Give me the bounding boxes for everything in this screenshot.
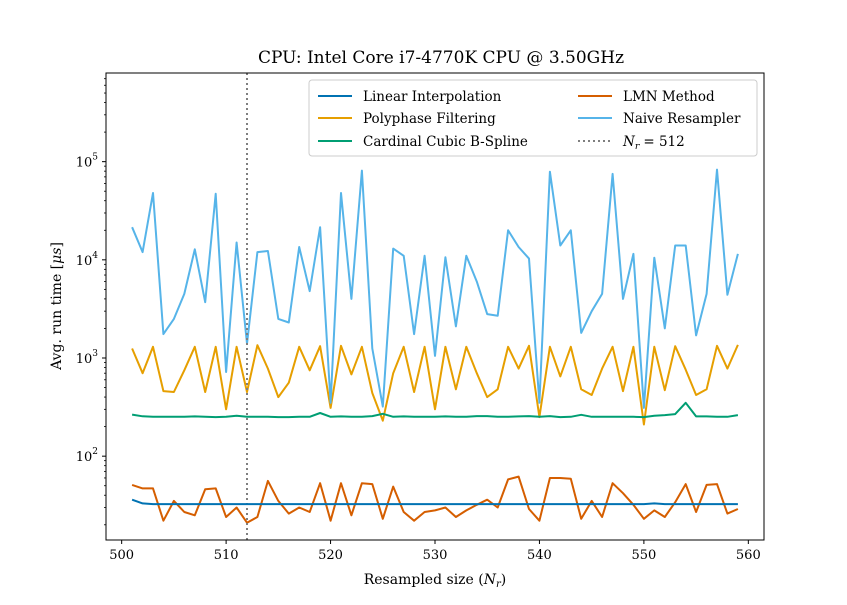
x-tick-label: 500 <box>109 548 134 563</box>
series-line-lmn-method <box>131 475 739 524</box>
y-tick-label: 103 <box>76 349 99 367</box>
x-axis-ticks: 500 510 520 530 540 550 560 <box>109 540 761 563</box>
series-line-naive-resampler <box>131 168 739 409</box>
legend-label: Cardinal Cubic B-Spline <box>363 134 528 150</box>
x-tick-label: 540 <box>527 548 552 563</box>
chart-title: CPU: Intel Core i7-4770K CPU @ 3.50GHz <box>258 48 624 68</box>
y-tick-label: 102 <box>76 447 98 465</box>
x-tick-label: 560 <box>736 548 761 563</box>
y-axis-label: Avg. run time [μs] <box>49 242 65 371</box>
legend-label: Naive Resampler <box>623 111 741 127</box>
legend-label: Linear Interpolation <box>363 89 502 105</box>
x-tick-label: 510 <box>214 548 239 563</box>
y-tick-label: 104 <box>76 251 99 269</box>
plot-lines <box>131 73 739 540</box>
y-tick-label: 105 <box>76 153 99 171</box>
series-line-cardinal-cubic-b-spline <box>131 401 739 419</box>
x-axis-label: Resampled size (Nr) <box>364 572 507 590</box>
x-tick-label: 520 <box>318 548 343 563</box>
x-tick-label: 530 <box>423 548 448 563</box>
legend-label: LMN Method <box>623 89 715 105</box>
series-line-linear-interpolation <box>131 498 738 506</box>
plot-frame <box>105 72 765 541</box>
legend-label: Nr = 512 <box>622 134 685 152</box>
series-line-polyphase-filtering <box>131 344 739 426</box>
x-tick-label: 550 <box>631 548 656 563</box>
legend-box <box>308 79 758 157</box>
legend-label: Polyphase Filtering <box>363 111 496 127</box>
legend: Linear Interpolation LMN Method Polyphase … <box>308 79 758 157</box>
